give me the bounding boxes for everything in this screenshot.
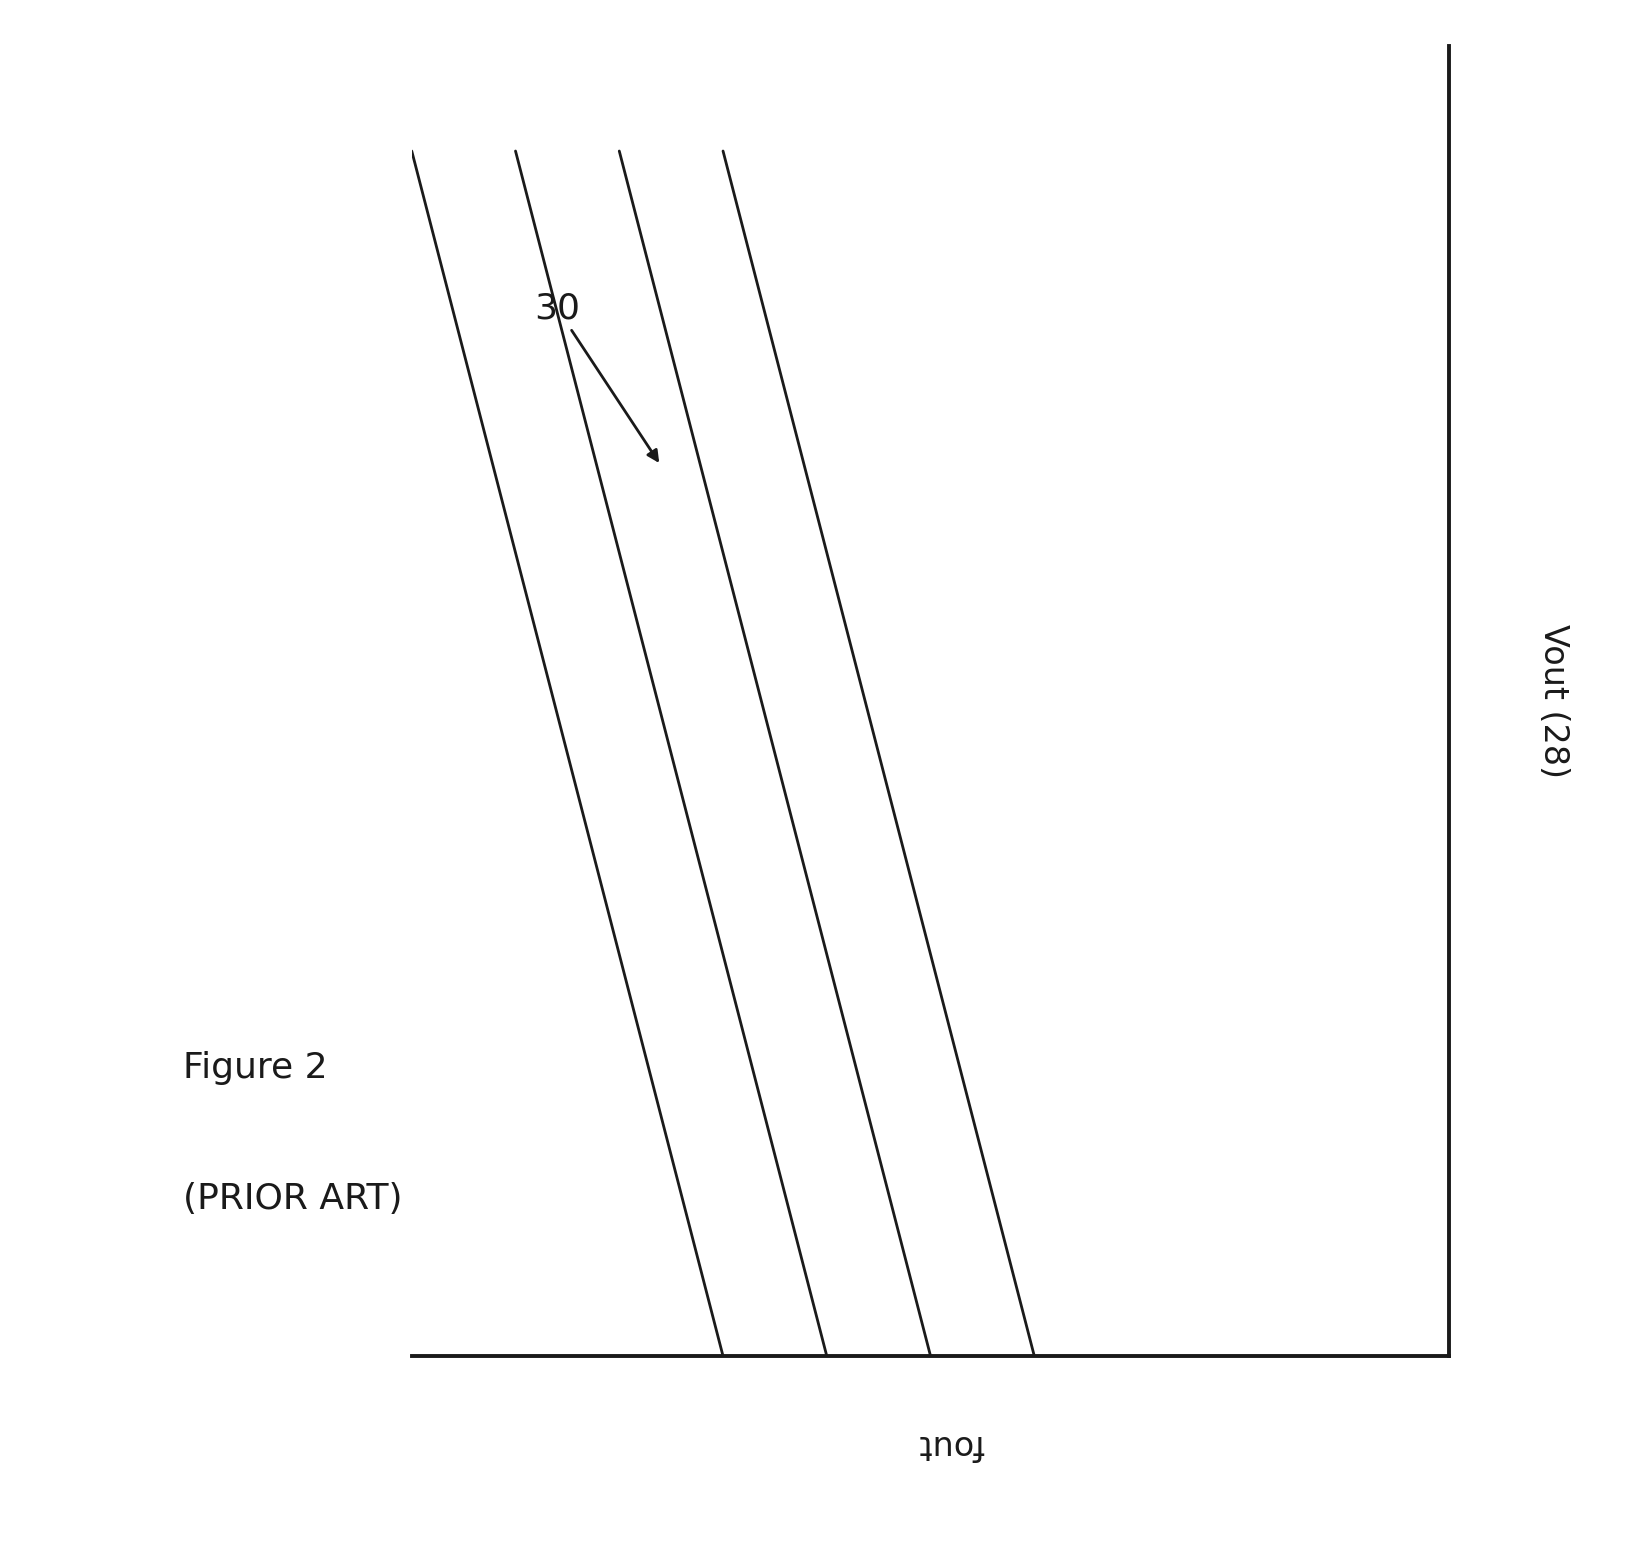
Text: Vout (28): Vout (28) — [1537, 624, 1570, 778]
Text: (PRIOR ART): (PRIOR ART) — [183, 1182, 404, 1216]
Text: fout: fout — [917, 1429, 985, 1461]
Text: Figure 2: Figure 2 — [183, 1051, 328, 1085]
Text: 30: 30 — [534, 291, 657, 461]
